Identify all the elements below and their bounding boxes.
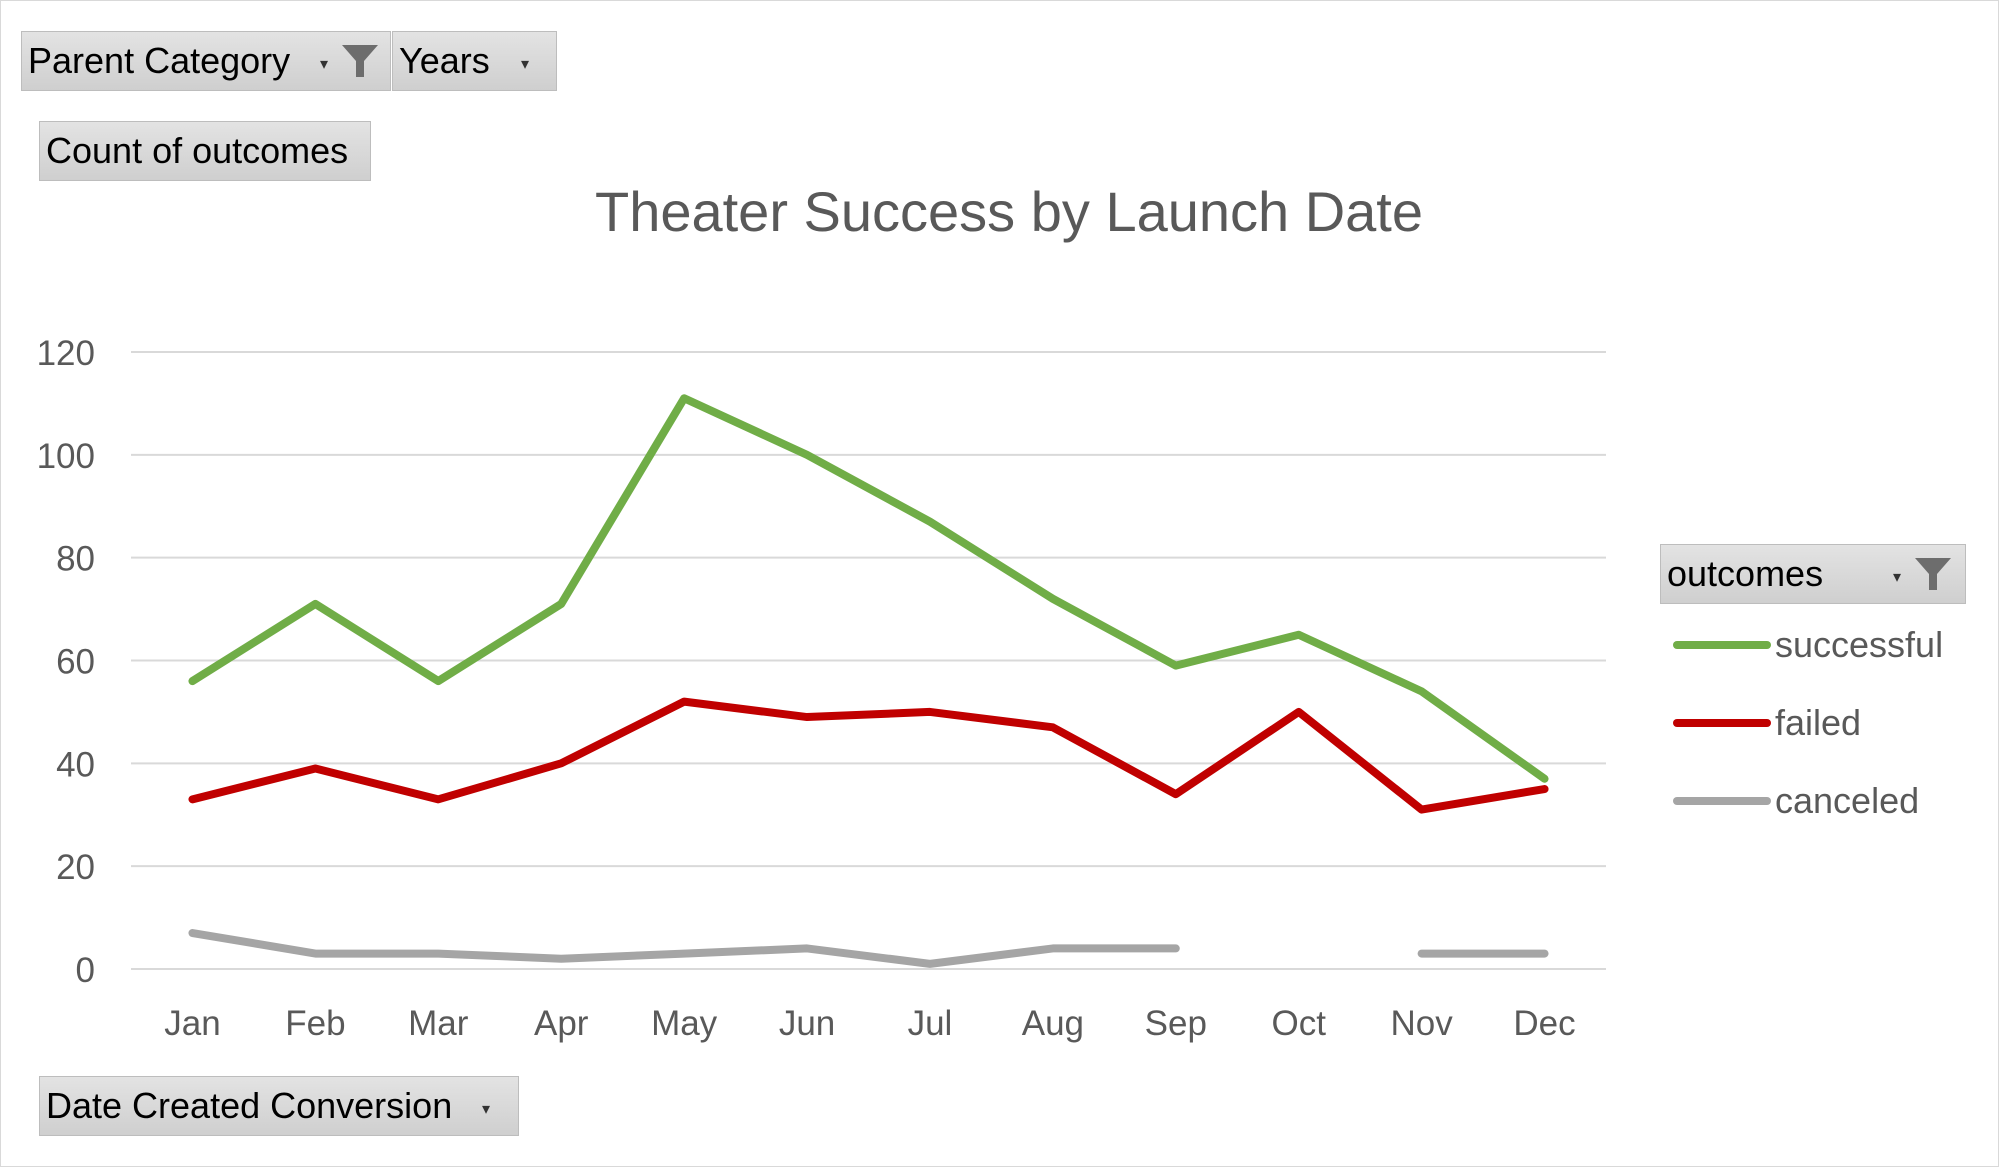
years-label: Years	[399, 40, 490, 81]
x-tick-label: Dec	[1513, 1004, 1575, 1043]
x-tick-label: Jan	[164, 1004, 220, 1043]
y-tick-label: 80	[56, 540, 95, 579]
values-field-button[interactable]: Count of outcomes	[39, 121, 371, 181]
x-tick-label: Jul	[908, 1004, 953, 1043]
legend-label-successful: successful	[1775, 624, 1943, 665]
series-line-canceled	[188, 929, 1180, 968]
legend-field-label: outcomes	[1667, 553, 1824, 594]
y-tick-label: 60	[56, 643, 95, 682]
series-failed	[188, 697, 1549, 814]
funnel-filter-icon	[1915, 558, 1951, 590]
parent-category-filter-button[interactable]: Parent Category ▾	[21, 31, 391, 91]
x-tick-label: May	[651, 1004, 718, 1043]
y-tick-label: 40	[56, 745, 95, 784]
x-tick-label: Jun	[779, 1004, 835, 1043]
series-line-failed	[188, 697, 1549, 814]
x-tick-label: Feb	[285, 1004, 345, 1043]
years-filter-button[interactable]: Years ▾	[392, 31, 557, 91]
legend-label-failed: failed	[1775, 702, 1861, 743]
x-tick-label: Sep	[1145, 1004, 1207, 1043]
x-tick-label: Aug	[1022, 1004, 1084, 1043]
x-tick-label: Mar	[408, 1004, 469, 1043]
y-tick-label: 120	[37, 334, 95, 373]
series-successful	[188, 394, 1549, 783]
values-field-label: Count of outcomes	[46, 130, 349, 171]
dropdown-arrow-icon: ▾	[320, 56, 329, 73]
dropdown-arrow-icon: ▾	[521, 56, 530, 73]
y-tick-label: 100	[37, 437, 95, 476]
series-canceled	[188, 929, 1549, 968]
legend-field-button[interactable]: outcomes ▾	[1660, 544, 1966, 604]
axis-field-label: Date Created Conversion	[46, 1085, 453, 1126]
y-tick-label: 0	[76, 951, 95, 990]
x-tick-label: Apr	[534, 1004, 589, 1043]
funnel-filter-icon	[342, 45, 378, 77]
x-tick-label: Nov	[1391, 1004, 1454, 1043]
series-line-successful	[188, 394, 1549, 783]
x-tick-label: Oct	[1271, 1004, 1326, 1043]
y-tick-label: 20	[56, 848, 95, 887]
dropdown-arrow-icon: ▾	[1893, 569, 1902, 586]
dropdown-arrow-icon: ▾	[482, 1101, 491, 1118]
legend-label-canceled: canceled	[1775, 780, 1919, 821]
parent-category-label: Parent Category	[28, 40, 291, 81]
axis-field-button[interactable]: Date Created Conversion ▾	[39, 1076, 519, 1136]
chart-title: Theater Success by Launch Date	[595, 180, 1423, 243]
